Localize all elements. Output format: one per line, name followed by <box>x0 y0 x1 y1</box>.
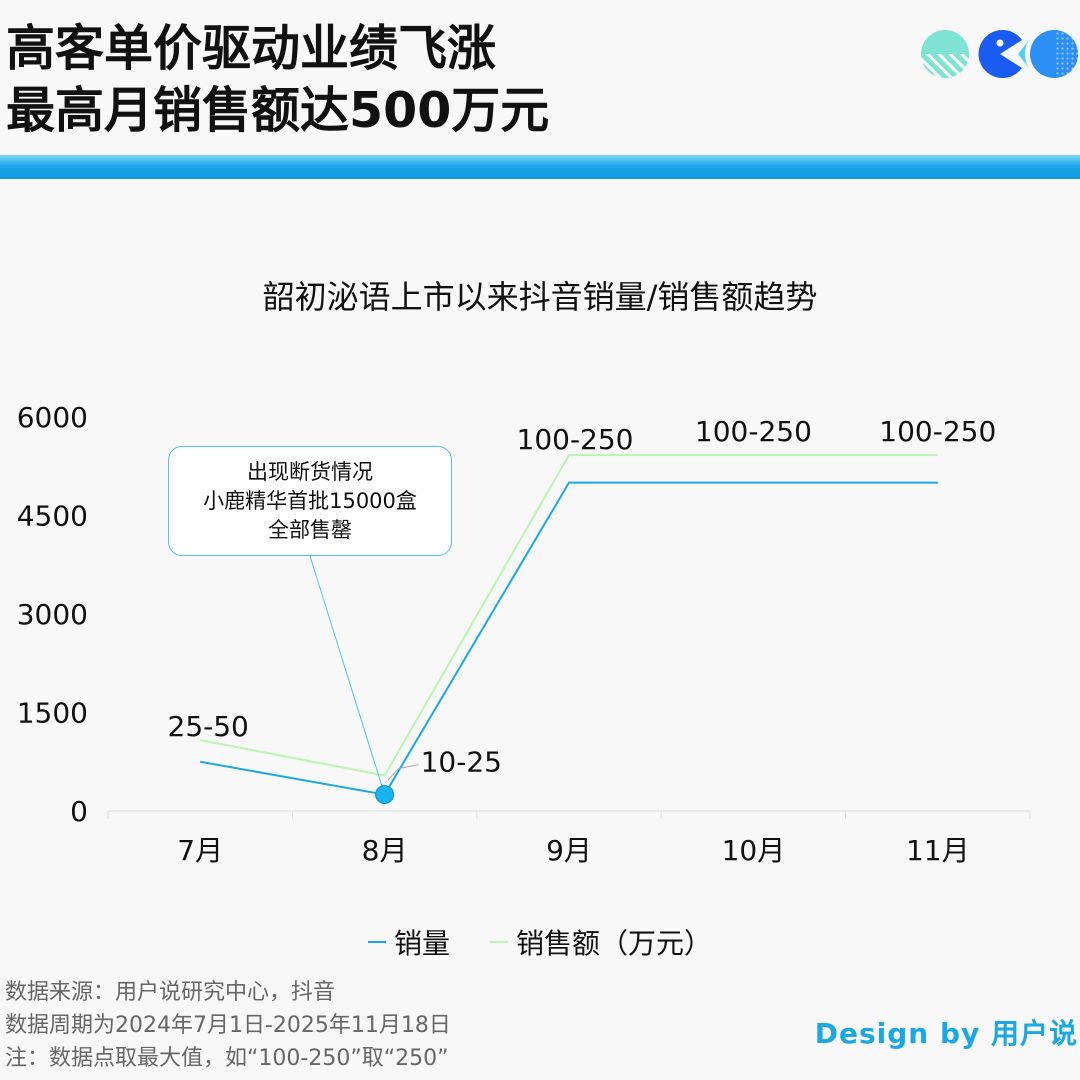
callout-connector <box>309 555 386 795</box>
headline-line2: 最高月销售额达500万元 <box>6 82 550 139</box>
brand-logo-icon <box>921 30 1078 79</box>
y-tick-label: 6000 <box>17 401 88 434</box>
x-tick-label: 8月 <box>362 834 408 867</box>
footer-period: 数据周期为2024年7月1日-2025年11月18日 <box>5 1013 451 1038</box>
callout-line1: 出现断货情况 <box>247 459 373 484</box>
data-label: 25-50 <box>168 710 249 743</box>
legend-item-sales-amount[interactable]: 销售额（万元） <box>490 922 712 962</box>
chart-legend: 销量 销售额（万元） <box>0 922 1080 962</box>
data-label: 100-250 <box>879 415 996 448</box>
footer-source: 数据来源：用户说研究中心，抖音 <box>5 980 336 1005</box>
series-line-sales-volume <box>200 481 938 796</box>
headline: 高客单价驱动业绩飞涨 最高月销售额达500万元 <box>6 18 549 142</box>
legend-label-sales-amount: 销售额（万元） <box>516 927 713 960</box>
footer-notes: 数据来源：用户说研究中心，抖音 数据周期为2024年7月1日-2025年11月1… <box>5 976 451 1075</box>
y-tick-label: 4500 <box>17 500 88 533</box>
highlight-point <box>375 785 395 805</box>
data-label: 100-250 <box>517 423 634 456</box>
chart-title: 韶初泌语上市以来抖音销量/销售额趋势 <box>262 278 818 316</box>
callout-line2: 小鹿精华首批15000盒 <box>203 488 417 513</box>
design-credit: Design by 用户说 <box>814 1017 1078 1050</box>
headline-line1: 高客单价驱动业绩飞涨 <box>6 20 497 77</box>
x-tick-label: 10月 <box>722 834 786 867</box>
y-tick-label: 3000 <box>17 598 88 631</box>
header-divider-band <box>0 155 1080 179</box>
series-line-sales-amount <box>200 454 938 777</box>
legend-swatch-sales-volume <box>367 941 386 943</box>
x-tick-label: 7月 <box>177 834 223 867</box>
y-tick-label: 0 <box>70 795 88 828</box>
data-label: 100-250 <box>695 415 812 448</box>
y-tick-label: 1500 <box>17 697 88 730</box>
footer-note: 注：数据点取最大值，如“100-250”取“250” <box>5 1046 449 1071</box>
x-tick-label: 11月 <box>906 834 970 867</box>
callout-line3: 全部售罄 <box>268 517 352 542</box>
legend-label-sales-volume: 销量 <box>393 927 450 960</box>
stockout-callout: 出现断货情况 小鹿精华首批15000盒 全部售罄 <box>168 446 452 556</box>
x-tick-label: 9月 <box>546 834 592 867</box>
legend-item-sales-volume[interactable]: 销量 <box>367 922 450 962</box>
data-label-leader <box>387 764 419 781</box>
data-label: 10-25 <box>421 746 502 779</box>
legend-swatch-sales-amount <box>490 941 508 943</box>
